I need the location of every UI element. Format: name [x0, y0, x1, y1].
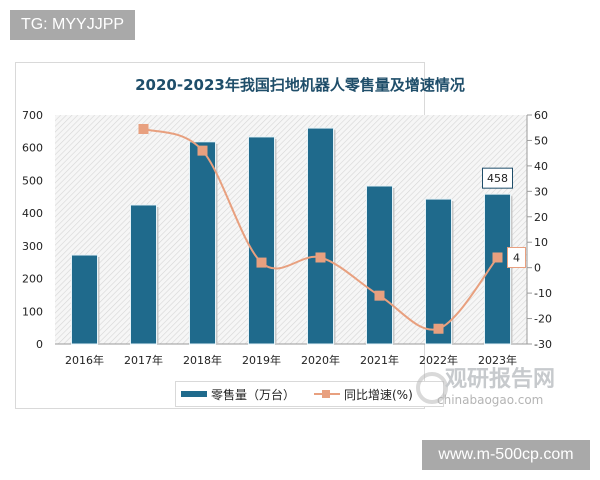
- line-series: [138, 123, 503, 334]
- svg-text:2019年: 2019年: [242, 353, 281, 367]
- bar: [71, 254, 98, 345]
- watermark-tg-label: TG: MYYJJPP: [10, 10, 135, 40]
- line-marker: [433, 323, 444, 334]
- svg-text:2017年: 2017年: [124, 353, 163, 367]
- svg-text:2016年: 2016年: [65, 353, 104, 367]
- bar: [366, 185, 393, 345]
- line-marker: [256, 257, 267, 268]
- svg-text:-30: -30: [534, 338, 552, 351]
- svg-text:300: 300: [22, 240, 43, 253]
- legend-line-swatch: [322, 390, 330, 398]
- x-axis: 2016年 2017年 2018年 2019年 2020年 2021年 2022年 2023年: [65, 353, 517, 367]
- svg-text:20: 20: [534, 211, 548, 224]
- svg-text:10: 10: [534, 236, 548, 249]
- chinabaogao-logo: 观研报告网 chinabaogao.com: [416, 367, 555, 407]
- svg-text:-20: -20: [534, 313, 552, 326]
- svg-text:4: 4: [513, 251, 520, 264]
- svg-text:700: 700: [22, 109, 43, 122]
- bar: [189, 141, 216, 345]
- svg-text:30: 30: [534, 185, 548, 198]
- svg-text:2022年: 2022年: [419, 353, 458, 367]
- svg-text:观研报告网: 观研报告网: [445, 367, 555, 392]
- svg-text:0: 0: [534, 262, 541, 275]
- right-axis: -30 -20 -10 0 10 20 30 40 50 60: [527, 109, 552, 351]
- line-marker: [492, 252, 503, 263]
- svg-text:50: 50: [534, 134, 548, 147]
- svg-text:600: 600: [22, 142, 43, 155]
- svg-text:400: 400: [22, 207, 43, 220]
- line-marker: [374, 290, 385, 301]
- svg-text:100: 100: [22, 305, 43, 318]
- chart-title: 2020-2023年我国扫地机器人零售量及增速情况: [135, 76, 465, 94]
- legend-bar-swatch: [181, 391, 207, 397]
- svg-text:2020年: 2020年: [301, 353, 340, 367]
- bar: [425, 198, 452, 345]
- bar: [130, 204, 157, 345]
- svg-text:2021年: 2021年: [360, 353, 399, 367]
- legend-bar-label: 零售量（万台）: [211, 387, 295, 402]
- svg-text:chinabaogao.com: chinabaogao.com: [437, 393, 543, 407]
- data-labels: 458 4: [482, 167, 526, 268]
- line-marker: [197, 145, 208, 156]
- svg-text:200: 200: [22, 273, 43, 286]
- line-marker: [138, 123, 149, 134]
- svg-text:0: 0: [36, 338, 43, 351]
- bar: [307, 127, 334, 345]
- svg-text:458: 458: [487, 172, 508, 185]
- line-marker: [315, 252, 326, 263]
- legend: 零售量（万台） 同比增速(%): [175, 381, 444, 407]
- svg-text:2018年: 2018年: [183, 353, 222, 367]
- left-axis: 0 100 200 300 400 500 600 700: [22, 109, 43, 351]
- svg-text:40: 40: [534, 160, 548, 173]
- bar: [248, 136, 275, 345]
- svg-text:2023年: 2023年: [478, 353, 517, 367]
- plot-area: [55, 115, 527, 344]
- watermark-url-label: www.m-500cp.com: [422, 440, 590, 470]
- legend-line-label: 同比增速(%): [344, 388, 413, 402]
- bar-series: [71, 127, 513, 345]
- svg-text:500: 500: [22, 174, 43, 187]
- svg-text:60: 60: [534, 109, 548, 122]
- svg-text:-10: -10: [534, 287, 552, 300]
